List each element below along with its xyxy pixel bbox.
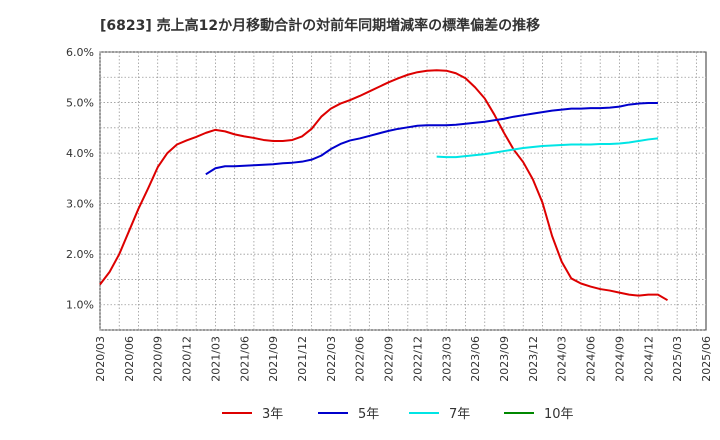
x-tick-label: 2020/06 xyxy=(123,336,136,382)
y-tick-label: 2.0% xyxy=(66,248,94,261)
x-tick-label: 2020/09 xyxy=(152,336,165,382)
x-tick-label: 2025/03 xyxy=(671,336,684,382)
plot-area xyxy=(99,51,707,331)
x-tick-label: 2023/12 xyxy=(527,336,540,382)
y-tick-label: 1.0% xyxy=(66,299,94,312)
series-line xyxy=(436,137,659,159)
y-tick-label: 3.0% xyxy=(66,198,94,211)
x-tick-label: 2021/06 xyxy=(238,336,251,382)
series-line xyxy=(99,69,669,302)
series-lines xyxy=(99,69,669,302)
x-tick-label: 2024/12 xyxy=(642,336,655,382)
y-tick-label: 4.0% xyxy=(66,147,94,160)
x-axis-ticks: 2020/03 2020/06 2020/09 2020/12 2021/03 2021/… xyxy=(94,336,713,382)
legend-label: 10年 xyxy=(544,407,574,422)
series-line xyxy=(205,102,658,176)
x-tick-label: 2023/06 xyxy=(469,336,482,382)
x-tick-label: 2023/03 xyxy=(440,336,453,382)
legend: 3年 5年 7年 10年 xyxy=(222,407,574,422)
x-tick-label: 2022/12 xyxy=(411,336,424,382)
x-tick-label: 2024/09 xyxy=(613,336,626,382)
x-tick-label: 2025/06 xyxy=(700,336,713,382)
legend-label: 5年 xyxy=(358,407,379,422)
y-axis-ticks: 1.0% 2.0% 3.0% 4.0% 5.0% 6.0% xyxy=(66,46,94,312)
chart-title: [6823] 売上高12か月移動合計の対前年同期増減率の標準偏差の推移 xyxy=(100,17,540,34)
y-tick-label: 5.0% xyxy=(66,97,94,110)
x-tick-label: 2021/09 xyxy=(267,336,280,382)
x-tick-label: 2022/03 xyxy=(325,336,338,382)
x-tick-label: 2021/03 xyxy=(209,336,222,382)
x-tick-label: 2020/12 xyxy=(181,336,194,382)
x-tick-label: 2020/03 xyxy=(94,336,107,382)
y-tick-label: 6.0% xyxy=(66,46,94,59)
x-tick-label: 2023/09 xyxy=(498,336,511,382)
x-tick-label: 2021/12 xyxy=(296,336,309,382)
x-tick-label: 2024/03 xyxy=(556,336,569,382)
x-tick-label: 2022/09 xyxy=(383,336,396,382)
legend-label: 3年 xyxy=(262,407,283,422)
x-tick-label: 2024/06 xyxy=(585,336,598,382)
x-tick-label: 2022/06 xyxy=(354,336,367,382)
legend-label: 7年 xyxy=(449,407,470,422)
